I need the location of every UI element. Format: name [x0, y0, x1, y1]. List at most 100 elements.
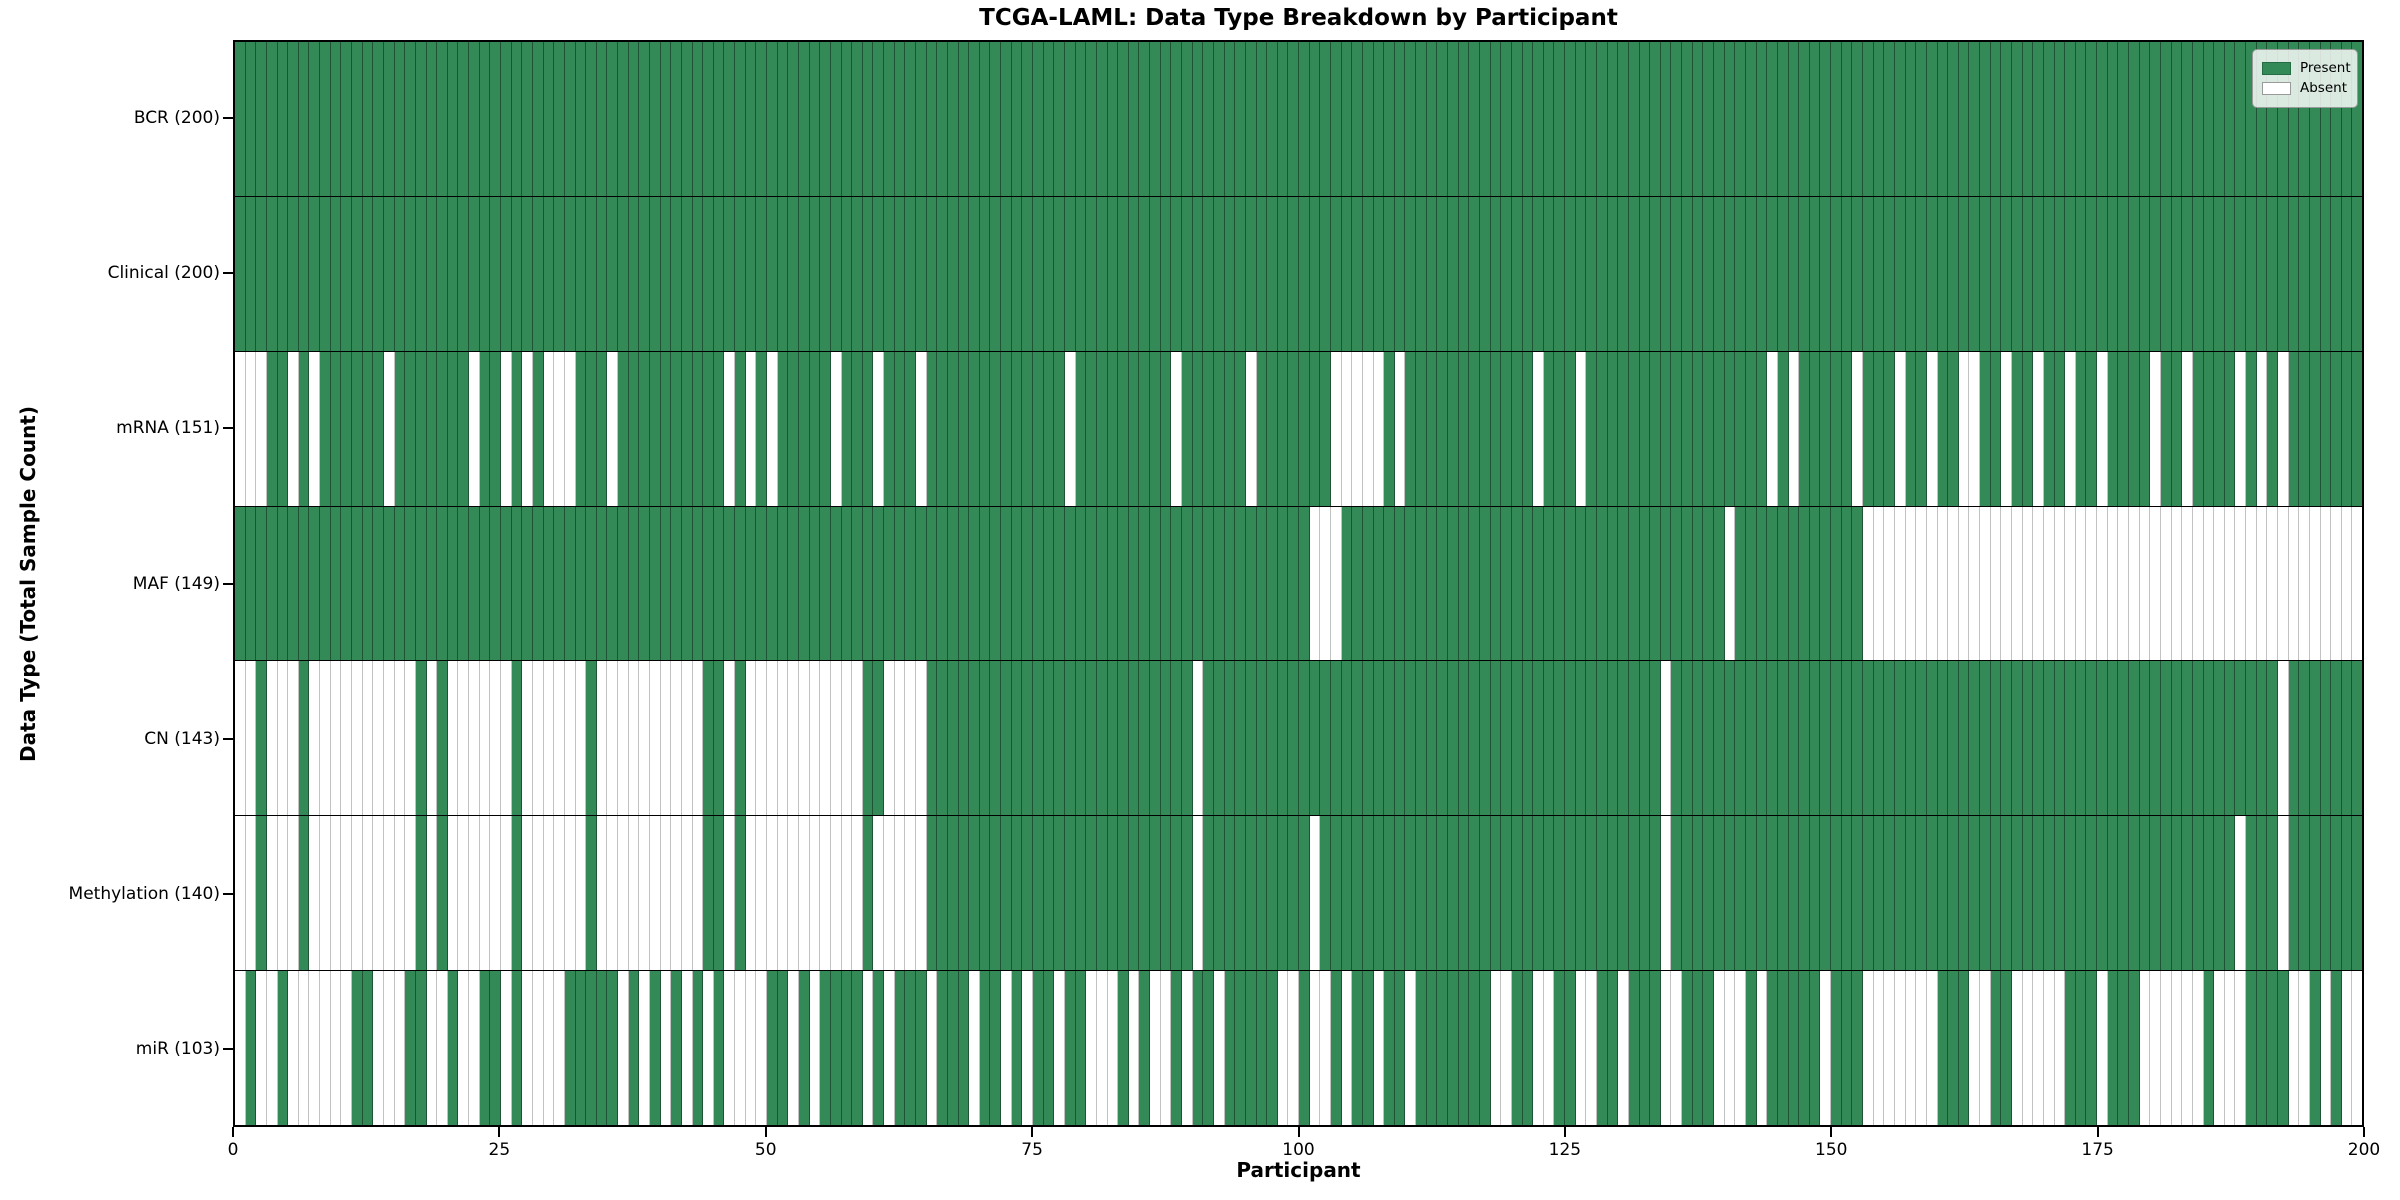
cell	[2150, 351, 2161, 506]
cell	[1565, 196, 1576, 351]
cell	[1724, 506, 1736, 661]
cell	[1841, 42, 1853, 196]
cell	[894, 661, 906, 816]
cell	[1490, 971, 1502, 1126]
cell	[745, 506, 757, 661]
cell	[607, 196, 619, 351]
cell	[458, 816, 470, 971]
cell	[1671, 42, 1683, 196]
cell	[1203, 661, 1214, 816]
cell	[1703, 196, 1715, 351]
cell	[1107, 351, 1119, 506]
cell	[1001, 971, 1012, 1126]
cell	[1022, 816, 1034, 971]
cell	[1863, 816, 1874, 971]
cell	[649, 196, 661, 351]
cell	[1894, 971, 1906, 1126]
cell	[905, 506, 916, 661]
cell	[1873, 351, 1885, 506]
cell	[1309, 196, 1321, 351]
cell	[2107, 42, 2119, 196]
cell	[820, 816, 831, 971]
cell	[2203, 42, 2215, 196]
cell	[1171, 351, 1183, 506]
cell	[1490, 816, 1502, 971]
cell	[947, 42, 959, 196]
cell	[756, 506, 768, 661]
cell	[245, 42, 257, 196]
cell	[724, 196, 736, 351]
cell	[628, 506, 640, 661]
cell	[266, 661, 278, 816]
cell	[1745, 506, 1757, 661]
cell	[2097, 816, 2108, 971]
cell	[1767, 506, 1778, 661]
cell	[532, 506, 544, 661]
cell	[1980, 661, 1991, 816]
cell	[1969, 506, 1981, 661]
cell	[735, 816, 746, 971]
cell	[1628, 971, 1640, 1126]
cell	[1554, 42, 1566, 196]
cell	[1341, 816, 1353, 971]
cell	[543, 42, 555, 196]
cell	[2192, 196, 2204, 351]
cell	[1373, 351, 1385, 506]
cell	[532, 42, 544, 196]
cell	[607, 971, 619, 1126]
cell	[2299, 971, 2310, 1126]
cell	[681, 661, 693, 816]
cell	[1107, 506, 1119, 661]
cell	[990, 42, 1002, 196]
cell	[1490, 196, 1502, 351]
cell	[373, 816, 384, 971]
cell	[2033, 42, 2044, 196]
cell	[564, 351, 576, 506]
cell	[1607, 196, 1619, 351]
y-tick-mark	[223, 1048, 233, 1051]
cell	[1256, 196, 1268, 351]
cell	[1320, 971, 1331, 1126]
cell	[1618, 506, 1629, 661]
cell	[596, 661, 608, 816]
cell	[788, 351, 799, 506]
cell	[586, 351, 597, 506]
cell	[479, 971, 491, 1126]
cell	[767, 816, 778, 971]
cell	[2139, 816, 2151, 971]
cell	[724, 816, 736, 971]
cell	[1745, 196, 1757, 351]
cell	[2065, 42, 2076, 196]
cell	[1288, 661, 1300, 816]
cell	[1384, 196, 1395, 351]
cell	[2320, 661, 2332, 816]
cell	[841, 351, 853, 506]
cell	[426, 42, 438, 196]
cell	[618, 351, 629, 506]
cell	[2182, 42, 2193, 196]
cell	[1118, 351, 1129, 506]
cell	[2001, 971, 2012, 1126]
cell	[2256, 661, 2268, 816]
cell	[586, 506, 597, 661]
cell	[447, 196, 459, 351]
cell	[1937, 196, 1949, 351]
x-tick-label-0: 0	[227, 1140, 239, 1160]
cell	[235, 196, 246, 351]
cell	[2246, 196, 2257, 351]
cell	[2118, 661, 2130, 816]
cell	[1767, 351, 1778, 506]
cell	[1330, 506, 1342, 661]
cell	[958, 196, 970, 351]
cell	[2331, 506, 2342, 661]
cell	[298, 196, 310, 351]
cell	[1001, 42, 1012, 196]
cell	[1937, 42, 1949, 196]
cell	[1980, 42, 1991, 196]
cell	[756, 196, 768, 351]
cell	[1916, 816, 1927, 971]
cell	[1948, 971, 1959, 1126]
cell	[2171, 506, 2183, 661]
cell	[575, 816, 587, 971]
cell	[245, 351, 257, 506]
